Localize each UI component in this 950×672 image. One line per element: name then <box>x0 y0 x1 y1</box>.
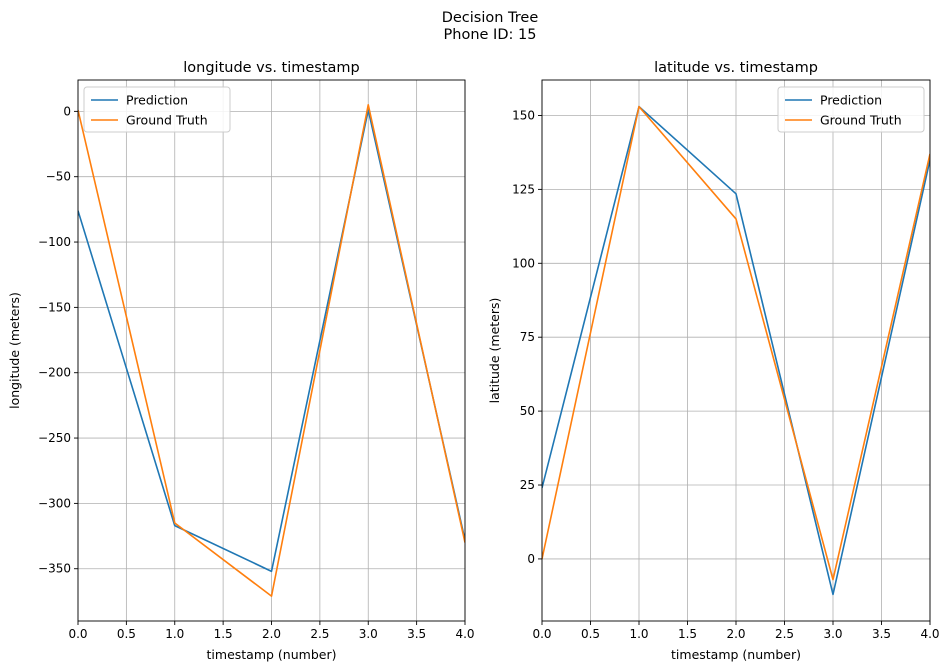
y-axis-label: latitude (meters) <box>487 298 502 404</box>
legend: Prediction Ground Truth <box>777 86 925 133</box>
subplot-title: latitude vs. timestamp <box>654 60 818 76</box>
y-tick-label: −100 <box>38 235 71 249</box>
y-tick-label: 0 <box>527 552 535 566</box>
x-tick-label: 0.5 <box>117 627 136 641</box>
x-tick-label: 3.0 <box>359 627 378 641</box>
x-tick-label: 2.0 <box>726 627 745 641</box>
x-tick-label: 3.5 <box>407 627 426 641</box>
x-tick-label: 1.5 <box>214 627 233 641</box>
y-axis-label: longitude (meters) <box>7 292 22 409</box>
x-tick-label: 1.0 <box>165 627 184 641</box>
x-tick-label: 2.5 <box>310 627 329 641</box>
x-tick-label: 4.0 <box>455 627 474 641</box>
legend-box <box>777 86 925 133</box>
x-tick-label: 2.0 <box>262 627 281 641</box>
y-tick-label: −250 <box>38 431 71 445</box>
legend: Prediction Ground Truth <box>83 86 231 133</box>
y-tick-label: 75 <box>520 330 535 344</box>
y-tick-label: 50 <box>520 404 535 418</box>
y-tick-label: −150 <box>38 300 71 314</box>
series-line-ground-truth <box>542 105 930 581</box>
legend-label: Ground Truth <box>126 113 208 128</box>
legend-label: Prediction <box>126 93 188 108</box>
y-tick-label: 0 <box>63 104 71 118</box>
x-tick-label: 3.5 <box>872 627 891 641</box>
series-group <box>542 105 930 596</box>
y-tick-label: 25 <box>520 478 535 492</box>
series-group <box>78 104 465 597</box>
y-tick-label: 125 <box>512 182 535 196</box>
x-tick-label: 1.5 <box>678 627 697 641</box>
figure-title-line-2: Phone ID: 15 <box>444 27 537 43</box>
x-tick-label: 1.0 <box>629 627 648 641</box>
subplot-latitude: 0.0 0.5 1.0 1.5 2.0 2.5 3.0 3.5 4.0 0 25 50 75 100 125… <box>487 60 940 662</box>
x-axis-label: timestamp (number) <box>207 647 337 662</box>
y-tick-label: −50 <box>46 170 71 184</box>
legend-label: Ground Truth <box>820 113 902 128</box>
subplot-longitude: 0.0 0.5 1.0 1.5 2.0 2.5 3.0 3.5 4.0 0 −50 −100 −150 −… <box>7 60 475 662</box>
x-axis-label: timestamp (number) <box>671 647 801 662</box>
x-tick-label: 3.0 <box>823 627 842 641</box>
x-tick-label: 2.5 <box>775 627 794 641</box>
legend-label: Prediction <box>820 93 882 108</box>
x-tick-label: 4.0 <box>920 627 939 641</box>
y-tick-label: 150 <box>512 108 535 122</box>
x-tick-label: 0.5 <box>581 627 600 641</box>
x-tick-label: 0.0 <box>532 627 551 641</box>
y-tick-label: −300 <box>38 496 71 510</box>
figure-title-line-1: Decision Tree <box>442 10 539 26</box>
subplot-title: longitude vs. timestamp <box>183 60 360 76</box>
y-tick-label: −200 <box>38 366 71 380</box>
series-line-ground-truth <box>78 104 465 597</box>
legend-box <box>83 86 231 133</box>
y-tick-label: −350 <box>38 562 71 576</box>
y-tick-label: 100 <box>512 256 535 270</box>
x-tick-label: 0.0 <box>68 627 87 641</box>
series-line-prediction <box>542 105 930 596</box>
